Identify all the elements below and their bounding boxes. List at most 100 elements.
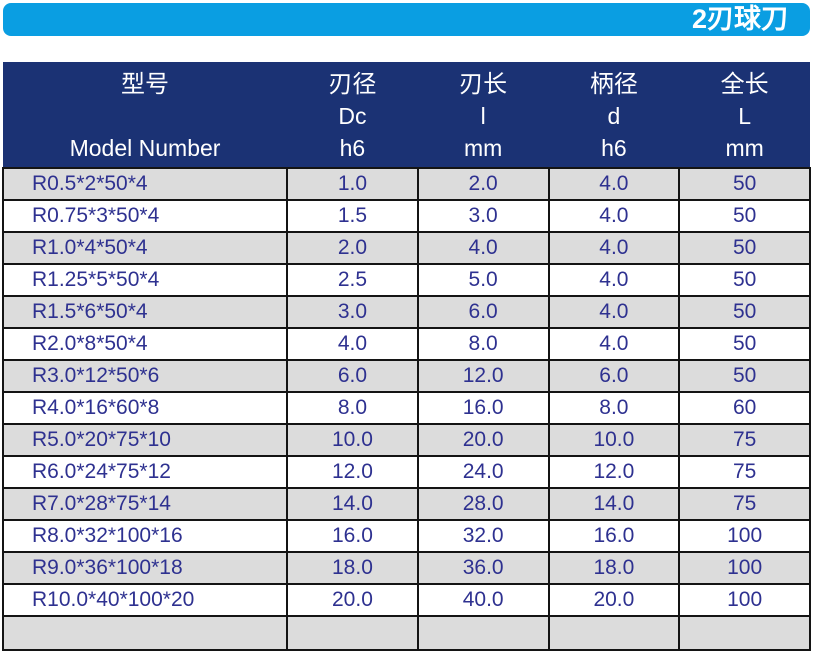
col-header-shank-dia: 柄径 d h6 <box>548 62 680 168</box>
model-cell: R9.0*36*100*18 <box>1 551 289 585</box>
value-cell: 12.0 <box>416 359 550 393</box>
col-header-flute-length-unit: mm <box>463 135 503 161</box>
value-cell: 12.0 <box>547 455 681 489</box>
col-header-cutting-dia-zh: 刃径 <box>328 71 377 98</box>
table-row: R0.5*2*50*4 1.0 2.0 4.0 50 <box>1 167 811 201</box>
value-cell: 6.0 <box>547 359 681 393</box>
table-row: R2.0*8*50*4 4.0 8.0 4.0 50 <box>1 327 811 361</box>
value-cell: 10.0 <box>547 423 681 457</box>
value-cell <box>416 615 550 651</box>
col-header-flute-length-zh: 刃长 <box>459 71 508 98</box>
col-header-flute-length: 刃长 l mm <box>417 62 549 168</box>
model-cell: R2.0*8*50*4 <box>1 327 289 361</box>
value-cell: 4.0 <box>547 295 681 329</box>
table-row: R1.0*4*50*4 2.0 4.0 4.0 50 <box>1 231 811 265</box>
title-bar: 2刃球刀 <box>3 3 810 36</box>
col-header-shank-dia-sym: d <box>607 103 621 129</box>
value-cell: 4.0 <box>416 231 550 265</box>
value-cell: 8.0 <box>547 391 681 425</box>
value-cell: 6.0 <box>286 359 419 393</box>
value-cell: 20.0 <box>416 423 550 457</box>
table-row: R6.0*24*75*12 12.0 24.0 12.0 75 <box>1 455 811 489</box>
table-row: R5.0*20*75*10 10.0 20.0 10.0 75 <box>1 423 811 457</box>
value-cell: 4.0 <box>547 231 681 265</box>
model-cell: R0.5*2*50*4 <box>1 167 289 201</box>
table-row: R10.0*40*100*20 20.0 40.0 20.0 100 <box>1 583 811 617</box>
value-cell: 14.0 <box>286 487 419 521</box>
table-partial-row <box>1 615 811 651</box>
value-cell: 8.0 <box>416 327 550 361</box>
value-cell: 12.0 <box>286 455 419 489</box>
model-cell: R7.0*28*75*14 <box>1 487 289 521</box>
value-cell: 4.0 <box>286 327 419 361</box>
model-cell: R5.0*20*75*10 <box>1 423 289 457</box>
col-header-cutting-dia: 刃径 Dc h6 <box>287 62 418 168</box>
value-cell: 2.0 <box>286 231 419 265</box>
table-row: R4.0*16*60*8 8.0 16.0 8.0 60 <box>1 391 811 425</box>
value-cell: 16.0 <box>286 519 419 553</box>
value-cell: 18.0 <box>286 551 419 585</box>
value-cell: 60 <box>678 391 811 425</box>
value-cell: 100 <box>678 583 811 617</box>
value-cell: 36.0 <box>416 551 550 585</box>
col-header-overall-length-zh: 全长 <box>720 71 769 98</box>
col-header-model-zh: 型号 <box>121 71 170 98</box>
model-cell: R1.25*5*50*4 <box>1 263 289 297</box>
table-row: R8.0*32*100*16 16.0 32.0 16.0 100 <box>1 519 811 553</box>
value-cell: 8.0 <box>286 391 419 425</box>
model-cell: R8.0*32*100*16 <box>1 519 289 553</box>
col-header-overall-length-sym: L <box>738 103 752 129</box>
value-cell: 1.0 <box>286 167 419 201</box>
model-cell: R6.0*24*75*12 <box>1 455 289 489</box>
table-row: R7.0*28*75*14 14.0 28.0 14.0 75 <box>1 487 811 521</box>
value-cell: 20.0 <box>547 583 681 617</box>
value-cell: 14.0 <box>547 487 681 521</box>
col-header-flute-length-sym: l <box>480 103 486 129</box>
model-cell: R1.0*4*50*4 <box>1 231 289 265</box>
value-cell: 4.0 <box>547 199 681 233</box>
spec-table: 型号 Model Number 刃径 Dc h6 刃长 l mm 柄径 d <box>1 62 811 651</box>
value-cell: 75 <box>678 487 811 521</box>
table-row: R9.0*36*100*18 18.0 36.0 18.0 100 <box>1 551 811 585</box>
value-cell: 20.0 <box>286 583 419 617</box>
value-cell: 2.5 <box>286 263 419 297</box>
model-cell <box>1 615 289 651</box>
model-cell: R1.5*6*50*4 <box>1 295 289 329</box>
model-cell: R4.0*16*60*8 <box>1 391 289 425</box>
col-header-overall-length-unit: mm <box>725 135 764 161</box>
value-cell: 4.0 <box>547 327 681 361</box>
value-cell: 28.0 <box>416 487 550 521</box>
col-header-cutting-dia-unit: h6 <box>339 135 366 161</box>
value-cell: 4.0 <box>547 167 681 201</box>
value-cell: 18.0 <box>547 551 681 585</box>
spec-table-wrap: 型号 Model Number 刃径 Dc h6 刃长 l mm 柄径 d <box>1 62 811 651</box>
col-header-shank-dia-unit: h6 <box>601 135 627 161</box>
value-cell: 100 <box>678 519 811 553</box>
table-row: R1.5*6*50*4 3.0 6.0 4.0 50 <box>1 295 811 329</box>
value-cell: 50 <box>678 359 811 393</box>
value-cell: 3.0 <box>416 199 550 233</box>
value-cell: 75 <box>678 455 811 489</box>
value-cell: 16.0 <box>416 391 550 425</box>
value-cell: 50 <box>678 263 811 297</box>
table-row: R3.0*12*50*6 6.0 12.0 6.0 50 <box>1 359 811 393</box>
col-header-model: 型号 Model Number <box>3 62 288 168</box>
value-cell: 50 <box>678 167 811 201</box>
value-cell <box>286 615 419 651</box>
table-row: R0.75*3*50*4 1.5 3.0 4.0 50 <box>1 199 811 233</box>
value-cell: 4.0 <box>547 263 681 297</box>
value-cell <box>547 615 681 651</box>
value-cell: 5.0 <box>416 263 550 297</box>
value-cell <box>678 615 811 651</box>
value-cell: 32.0 <box>416 519 550 553</box>
table-row: R1.25*5*50*4 2.5 5.0 4.0 50 <box>1 263 811 297</box>
value-cell: 50 <box>678 231 811 265</box>
value-cell: 75 <box>678 423 811 457</box>
table-header: 型号 Model Number 刃径 Dc h6 刃长 l mm 柄径 d <box>3 62 810 168</box>
col-header-model-sym <box>3 101 287 132</box>
value-cell: 50 <box>678 199 811 233</box>
value-cell: 1.5 <box>286 199 419 233</box>
value-cell: 100 <box>678 551 811 585</box>
col-header-shank-dia-zh: 柄径 <box>589 71 638 98</box>
value-cell: 2.0 <box>416 167 550 201</box>
